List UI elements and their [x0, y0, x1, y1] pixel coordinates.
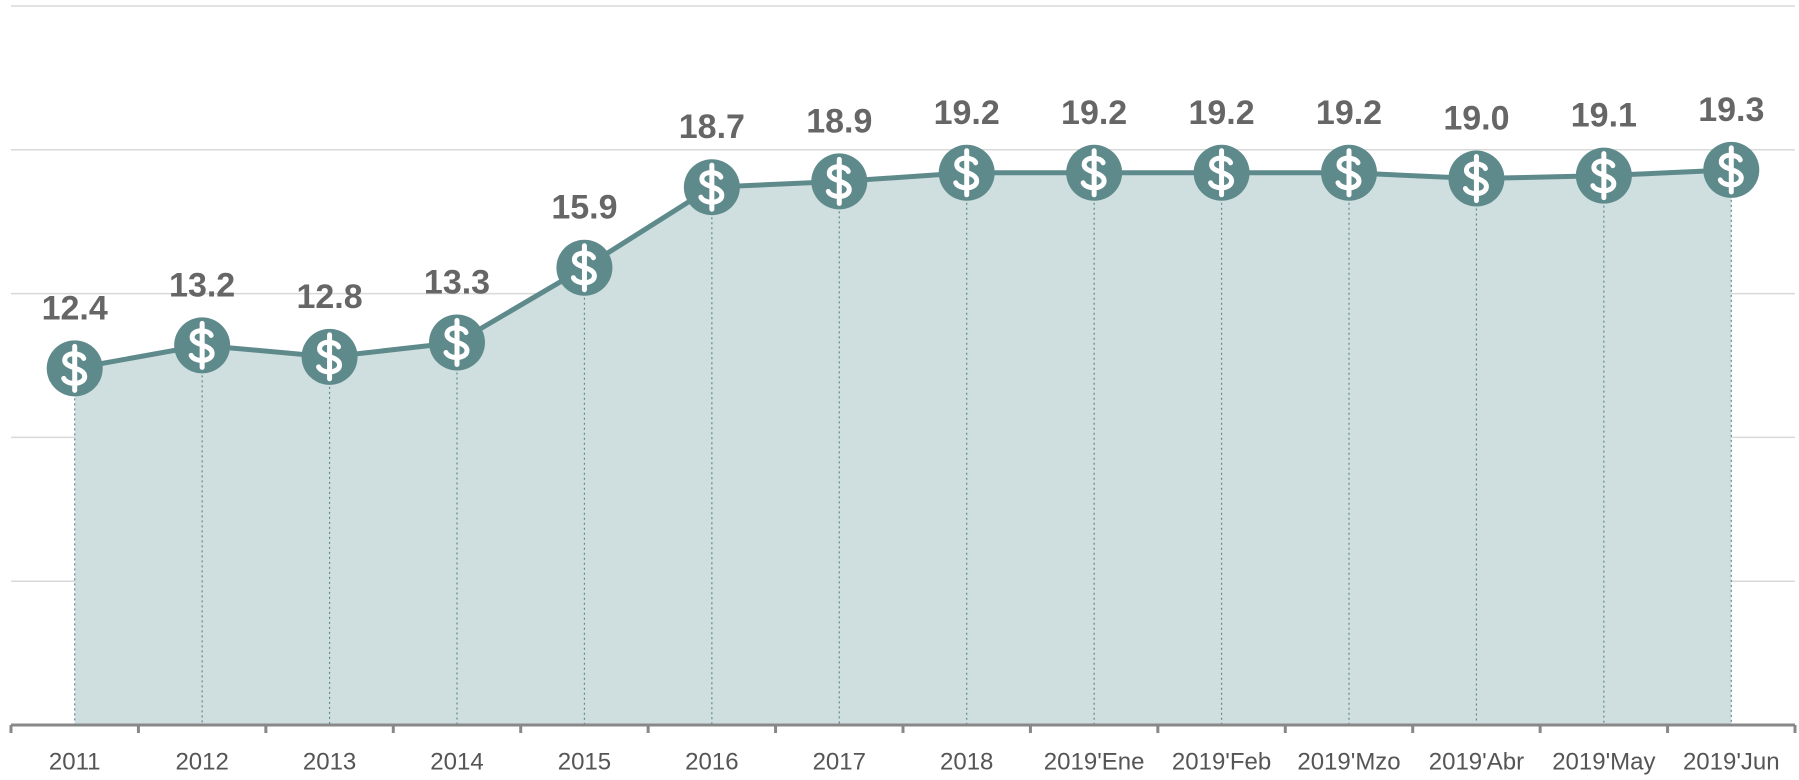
x-tick-label: 2012: [175, 748, 228, 775]
marker: [556, 239, 613, 296]
x-tick-label: 2019'Mzo: [1297, 748, 1400, 775]
x-tick-label: 2019'Feb: [1172, 748, 1271, 775]
dollar-icon: [953, 148, 980, 198]
dollar-icon: [1335, 148, 1362, 198]
value-label: 19.2: [934, 94, 1000, 132]
marker: [174, 317, 231, 374]
value-label: 19.1: [1571, 97, 1637, 135]
value-label: 18.9: [806, 102, 872, 140]
value-label: 13.2: [169, 266, 235, 304]
value-label: 18.7: [679, 108, 745, 146]
x-tick-label: 2019'Ene: [1044, 748, 1145, 775]
marker: [1321, 144, 1377, 201]
marker: [46, 340, 103, 397]
marker: [683, 159, 740, 216]
value-label: 19.2: [1316, 94, 1382, 132]
x-tick-label: 2016: [685, 748, 738, 775]
dollar-icon: [1462, 154, 1489, 204]
value-label: 13.3: [424, 263, 490, 301]
marker: [1703, 141, 1760, 198]
marker: [1066, 144, 1123, 201]
marker: [811, 153, 868, 210]
x-tick-label: 2015: [558, 748, 611, 775]
dollar-icon: [316, 332, 343, 382]
value-label: 12.4: [42, 289, 108, 327]
dollar-icon: [1717, 145, 1744, 195]
x-tick-label: 2019'Jun: [1683, 748, 1780, 775]
x-tick-label: 2011: [49, 748, 101, 775]
value-label: 19.3: [1698, 91, 1764, 129]
dollar-icon: [825, 156, 852, 206]
dollar-icon: [1208, 148, 1235, 198]
marker: [1448, 150, 1505, 207]
x-tick-label: 2013: [303, 748, 356, 775]
marker: [1193, 144, 1250, 201]
value-label: 19.2: [1188, 94, 1254, 132]
value-label: 19.0: [1443, 100, 1509, 138]
x-tick-label: 2018: [940, 748, 993, 775]
dollar-icon: [1080, 148, 1107, 198]
dollar-icon: [1590, 151, 1617, 201]
x-tick-label: 2019'Abr: [1429, 748, 1524, 775]
x-tick-label: 2017: [813, 748, 866, 775]
dollar-icon: [188, 320, 215, 370]
area: [74, 169, 1732, 725]
dollar-icon: [61, 343, 88, 393]
dollar-icon: [443, 317, 470, 367]
dollar-icon: [570, 243, 597, 293]
marker: [1575, 147, 1632, 204]
value-label: 12.8: [296, 278, 362, 316]
dollar-icon: [698, 162, 725, 212]
marker: [301, 328, 358, 385]
x-tick-label: 2014: [430, 748, 483, 775]
value-label: 15.9: [551, 189, 617, 227]
marker: [938, 144, 995, 201]
marker: [429, 314, 485, 371]
x-tick-label: 2019'May: [1552, 748, 1655, 775]
value-label: 19.2: [1061, 94, 1127, 132]
